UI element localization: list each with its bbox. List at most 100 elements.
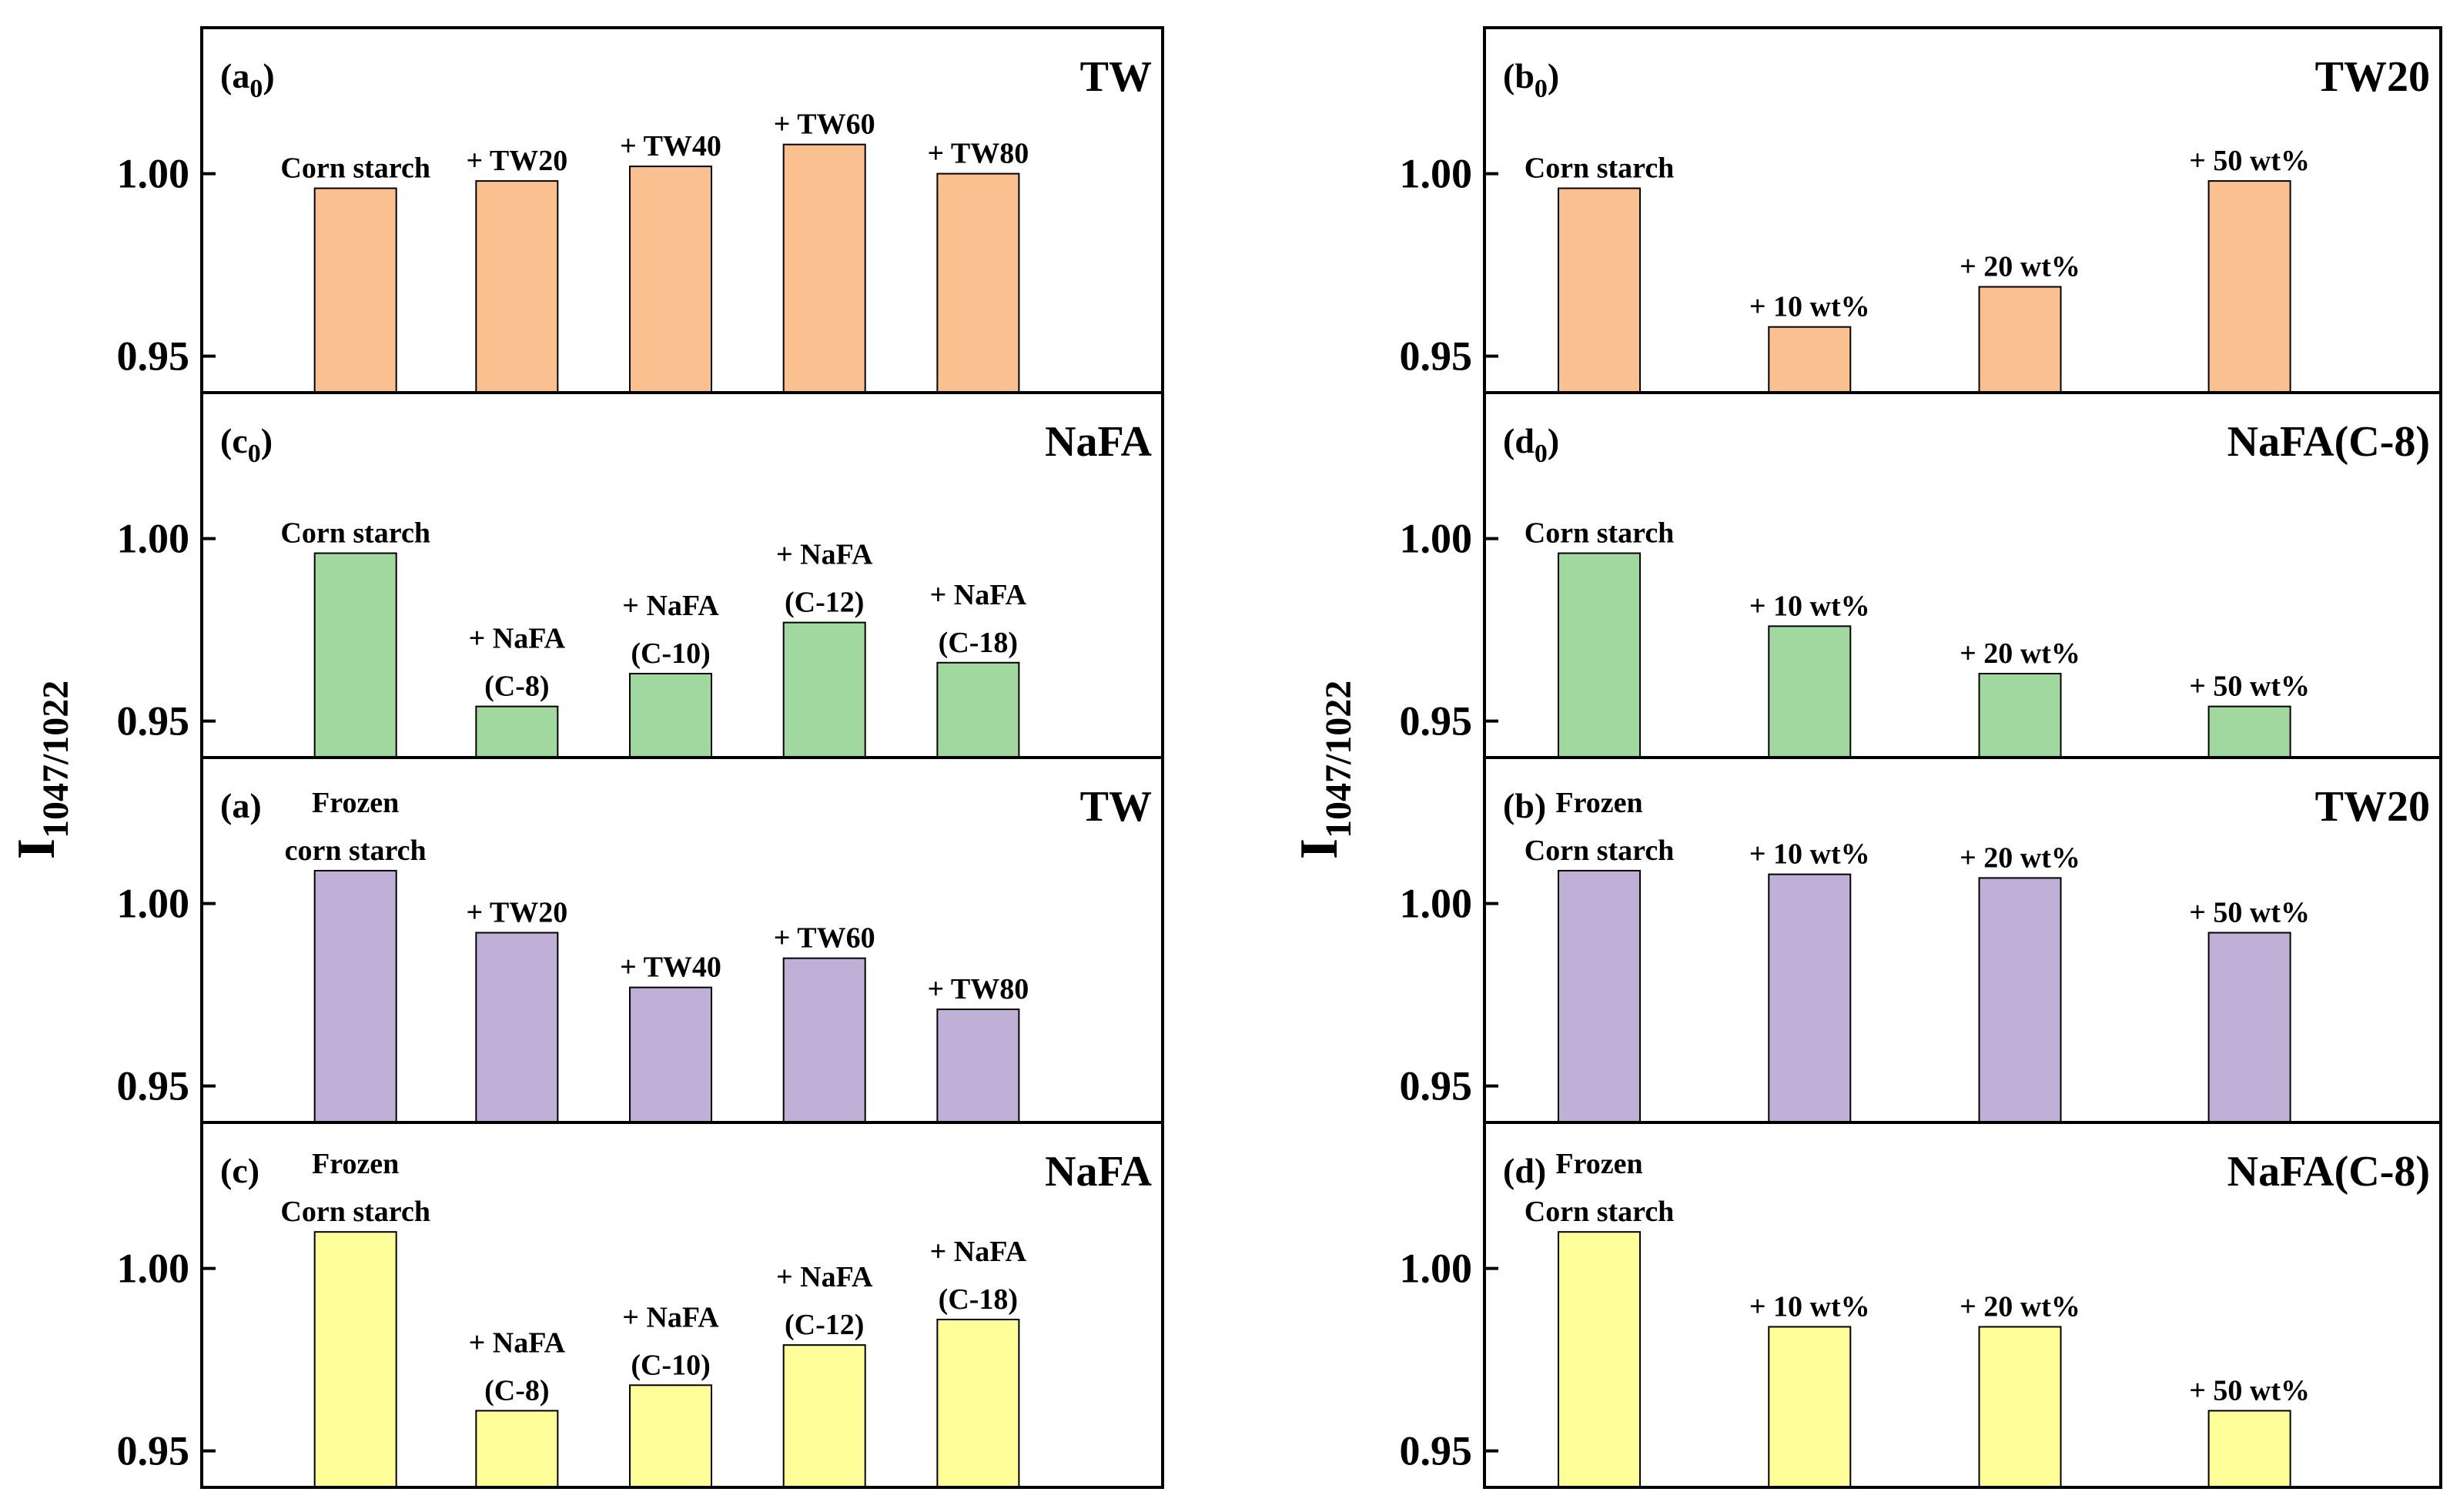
bar-label-a-0: corn starch: [285, 835, 427, 867]
bar-label-c-3: (C-12): [785, 1309, 864, 1341]
bar-label-d-3: + 50 wt%: [2189, 1374, 2310, 1407]
ytick-label-d0-0: 0.95: [1400, 698, 1473, 744]
ytick-label-b-1: 1.00: [1400, 881, 1473, 927]
bar-a0-1: [475, 180, 559, 394]
bar-c0-2: [629, 672, 713, 758]
bar-label-c-1: (C-8): [484, 1374, 549, 1407]
bar-c0-1: [475, 705, 559, 759]
bar-b0-0: [1558, 187, 1642, 393]
ytick-label-c0-1: 1.00: [117, 516, 190, 562]
panel-frame-d: [1483, 1121, 2442, 1489]
bar-label-c-1: + NaFA: [469, 1326, 566, 1359]
ytick-label-a-1: 1.00: [117, 881, 190, 927]
bar-a0-0: [313, 187, 397, 393]
panel-label-d: (d): [1503, 1151, 1546, 1190]
bar-label-c-0: Corn starch: [280, 1196, 430, 1228]
bar-label-d-2: + 20 wt%: [1960, 1290, 2080, 1323]
bar-a0-2: [629, 166, 713, 393]
bar-label-a-3: + TW60: [774, 922, 875, 955]
bar-c-2: [629, 1384, 713, 1489]
bar-label-c0-1: (C-8): [484, 671, 549, 703]
panel-label-b0: (b0): [1503, 56, 1559, 103]
bar-a0-4: [936, 172, 1020, 393]
bar-label-c0-3: + NaFA: [776, 539, 873, 571]
bar-label-a0-0: Corn starch: [280, 152, 430, 185]
y-axis-label-main: I: [1290, 838, 1349, 859]
bar-c0-3: [782, 621, 866, 758]
bar-b-3: [2207, 932, 2291, 1124]
panel-label-sub: 0: [249, 75, 263, 103]
bar-label-d0-2: + 20 wt%: [1960, 637, 2080, 670]
ytick-label-c-1: 1.00: [117, 1246, 190, 1292]
ytick-label-b-0: 0.95: [1400, 1063, 1473, 1109]
bar-d0-3: [2207, 705, 2291, 759]
y-axis-label-sub: 1047/1022: [1318, 681, 1359, 838]
y-axis-label-1: I1047/1022: [1290, 681, 1359, 860]
panel-label-a: (a): [220, 786, 262, 825]
panel-label-tail: ): [1548, 421, 1559, 460]
panel-label-a0: (a0): [220, 56, 275, 103]
panel-tag-b0: TW20: [2315, 53, 2430, 101]
bar-label-a0-3: + TW60: [774, 109, 875, 141]
ytick-label-d0-1: 1.00: [1400, 516, 1473, 562]
bar-label-d0-3: + 50 wt%: [2189, 671, 2310, 703]
bar-label-a0-2: + TW40: [620, 130, 721, 162]
bar-label-b0-3: + 50 wt%: [2189, 145, 2310, 177]
bar-label-c-3: + NaFA: [776, 1261, 873, 1293]
y-axis-label-0: I1047/1022: [7, 681, 76, 860]
panel-frame-c: [200, 1121, 1164, 1489]
bar-label-c0-2: (C-10): [631, 637, 710, 670]
panel-label-sub: 0: [248, 440, 261, 468]
bar-label-a0-4: + TW80: [927, 138, 1029, 170]
panel-label-sub: 0: [1535, 440, 1548, 468]
panel-label-main: (b): [1503, 786, 1546, 825]
bar-label-a-1: + TW20: [466, 897, 567, 929]
panel-label-d0: (d0): [1503, 421, 1559, 468]
bar-label-c0-4: + NaFA: [930, 579, 1027, 611]
bar-d0-0: [1558, 552, 1642, 758]
panel-label-main: (b: [1503, 56, 1535, 95]
bar-d-3: [2207, 1410, 2291, 1488]
bar-b0-3: [2207, 180, 2291, 394]
bar-label-c0-0: Corn starch: [280, 517, 430, 550]
bar-c-3: [782, 1344, 866, 1489]
bar-d-1: [1768, 1326, 1852, 1488]
bar-d-2: [1978, 1326, 2062, 1488]
bar-label-b-0: Corn starch: [1525, 835, 1675, 867]
bar-label-c0-2: + NaFA: [622, 590, 719, 622]
bar-a-0: [313, 869, 397, 1123]
bar-label-c-0: Frozen: [312, 1148, 399, 1180]
bar-c-4: [936, 1318, 1020, 1488]
panel-label-main: (d): [1503, 1151, 1546, 1190]
bar-b-1: [1768, 873, 1852, 1124]
ytick-label-d-0: 0.95: [1400, 1428, 1473, 1474]
bar-b0-1: [1768, 326, 1852, 393]
bar-label-b0-1: + 10 wt%: [1749, 291, 1870, 323]
bar-b-0: [1558, 869, 1642, 1123]
ytick-label-c0-0: 0.95: [117, 698, 190, 744]
bar-b0-2: [1978, 286, 2062, 394]
panel-label-main: (a: [220, 56, 249, 95]
bar-label-c-2: + NaFA: [622, 1301, 719, 1333]
panel-label-c0: (c0): [220, 421, 273, 468]
bar-label-c-4: + NaFA: [930, 1236, 1027, 1268]
panel-label-tail: ): [261, 421, 273, 460]
panel-tag-c: NaFA: [1045, 1148, 1152, 1196]
panel-label-tail: ): [1548, 56, 1559, 95]
panel-label-tail: ): [263, 56, 274, 95]
panel-tag-d0: NaFA(C-8): [2227, 418, 2430, 466]
bar-label-c0-3: (C-12): [785, 587, 864, 619]
bar-b-2: [1978, 877, 2062, 1124]
bar-a-2: [629, 986, 713, 1123]
bar-label-b0-0: Corn starch: [1525, 152, 1675, 185]
ytick-label-a0-1: 1.00: [117, 151, 190, 197]
panel-tag-d: NaFA(C-8): [2227, 1148, 2430, 1196]
bar-label-b-0: Frozen: [1555, 787, 1642, 819]
bar-label-c0-1: + NaFA: [469, 623, 566, 655]
bar-label-a-4: + TW80: [927, 973, 1029, 1005]
bar-c-1: [475, 1410, 559, 1488]
bar-label-d0-1: + 10 wt%: [1749, 590, 1870, 622]
bar-label-c-4: (C-18): [939, 1283, 1018, 1316]
panel-tag-a0: TW: [1080, 53, 1152, 101]
